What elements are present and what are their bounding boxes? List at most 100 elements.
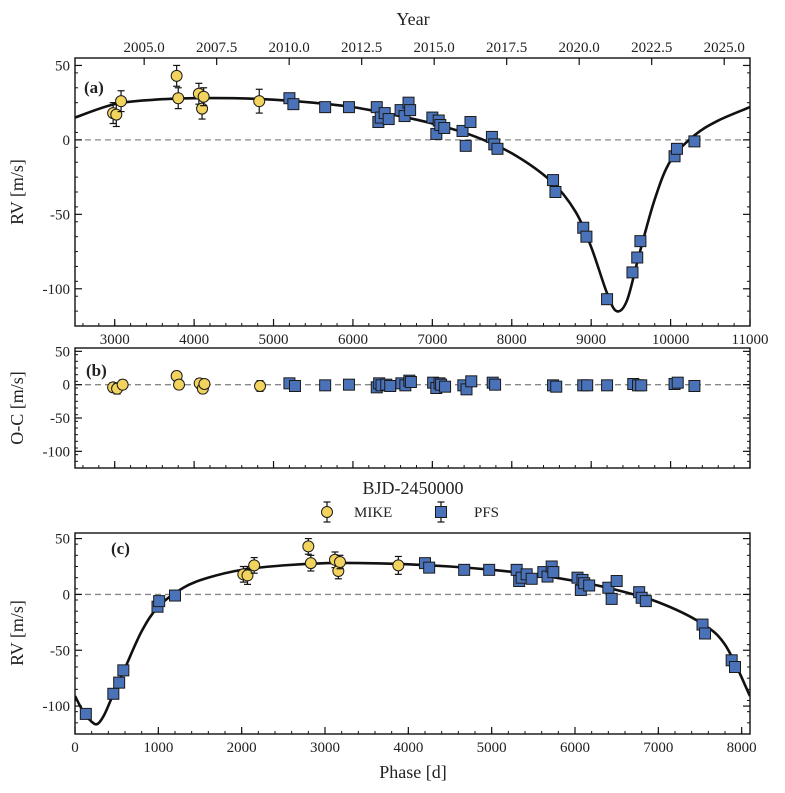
pfs-point	[319, 101, 332, 114]
mike-point	[110, 108, 123, 121]
panel-c-ylabel: RV [m/s]	[7, 600, 27, 666]
pc-x-tick-label: 6000	[560, 740, 590, 756]
panel-b-ylabel: O-C [m/s]	[7, 371, 27, 445]
panel-c-xlabel: Phase [d]	[379, 762, 446, 782]
pc-x-tick-label: 3000	[310, 740, 340, 756]
pa-y-tick-label: 50	[55, 58, 70, 74]
legend: MIKE PFS	[321, 501, 499, 523]
pc-y-tick-label: 0	[63, 587, 71, 603]
pfs-point	[287, 98, 300, 111]
pb-y-tick-label: 50	[55, 344, 70, 360]
pfs-point	[342, 101, 355, 114]
mike-point	[197, 90, 210, 103]
mike-point	[248, 559, 261, 572]
pa-model-curve	[75, 96, 750, 313]
pa-x-tick-label: 6000	[338, 332, 368, 348]
pfs-point	[525, 572, 538, 585]
mike-point	[241, 569, 254, 582]
pfs-point	[583, 579, 596, 592]
pa-x-tick-label: 5000	[259, 332, 289, 348]
pfs-point	[631, 251, 644, 264]
mike-point	[116, 378, 129, 391]
pfs-point	[601, 379, 614, 392]
pa-x-tick-label: 7000	[417, 332, 447, 348]
pa-x-tick-label: 9000	[576, 332, 606, 348]
mike-point	[304, 557, 317, 570]
pfs-point	[635, 379, 648, 392]
pfs-point	[688, 135, 701, 148]
pc-x-tick-label: 4000	[393, 740, 423, 756]
pfs-point	[342, 378, 355, 391]
pa-x-tick-label: 8000	[497, 332, 527, 348]
panel-b-tag: (b)	[86, 361, 107, 380]
panel-b: 50 0 -50 -100 (b) O-C [m/s] BJD-2450000	[7, 344, 751, 498]
pc-y-tick-label: -100	[43, 699, 71, 715]
panel-a: 50 0 -50 -100 3000 4000 5000 6000 7000 8000 9000 10…	[7, 9, 768, 348]
pc-model-curve	[75, 561, 750, 726]
pfs-point	[404, 104, 417, 117]
pfs-point	[113, 676, 126, 689]
mike-point	[170, 69, 183, 82]
pfs-point	[491, 142, 504, 155]
mike-point	[254, 380, 267, 392]
top-year-label: 2020.0	[559, 40, 600, 56]
mike-point	[196, 102, 209, 115]
pb-y-tick-label: -100	[43, 444, 71, 460]
pfs-point	[464, 116, 477, 129]
pfs-point	[382, 113, 395, 126]
mike-point	[115, 95, 128, 108]
legend-mike-label: MIKE	[354, 505, 392, 521]
legend-pfs-marker	[435, 501, 447, 523]
panel-a-ylabel: RV [m/s]	[7, 159, 27, 225]
mike-point	[173, 378, 186, 391]
pb-y-tick-label: -50	[50, 411, 70, 427]
pfs-point	[456, 124, 469, 137]
pfs-point	[550, 380, 563, 393]
pfs-point	[581, 379, 594, 392]
pfs-point	[671, 376, 684, 389]
pc-y-tick-label: -50	[50, 643, 70, 659]
legend-mike-marker	[321, 501, 333, 523]
mike-point	[172, 92, 185, 105]
pfs-point	[169, 589, 181, 602]
pb-y-tick-label: 0	[63, 378, 71, 394]
pfs-point	[288, 380, 301, 392]
pfs-point	[610, 575, 623, 588]
pfs-point	[483, 563, 496, 576]
pa-x-tick-label: 11000	[732, 332, 769, 348]
top-year-label: 2005.0	[124, 40, 165, 56]
pfs-point	[465, 375, 478, 388]
pfs-point	[319, 379, 332, 392]
pa-y-tick-label: 0	[63, 133, 71, 149]
panel-b-xlabel: BJD-2450000	[362, 478, 463, 498]
pfs-point	[547, 174, 560, 187]
pfs-point	[404, 376, 417, 388]
pfs-point	[438, 121, 451, 134]
top-year-label: 2022.5	[631, 40, 672, 56]
pfs-point	[117, 664, 130, 677]
mike-point	[198, 378, 211, 390]
pc-x-tick-label: 2000	[227, 740, 257, 756]
pfs-point	[688, 380, 701, 392]
panel-b-frame	[74, 347, 751, 469]
top-year-label: 2017.5	[486, 40, 527, 56]
mike-point	[392, 559, 405, 572]
pfs-point	[634, 235, 647, 248]
pc-x-tick-label: 5000	[477, 740, 507, 756]
pfs-point	[547, 566, 560, 579]
legend-pfs-label: PFS	[474, 505, 499, 521]
top-year-label: 2007.5	[196, 40, 237, 56]
mike-point	[253, 95, 266, 108]
pa-x-tick-label: 4000	[179, 332, 209, 348]
pa-y-tick-label: -100	[43, 282, 71, 298]
pfs-point	[153, 595, 166, 608]
pfs-point	[489, 378, 502, 391]
top-year-label: 2025.0	[704, 40, 745, 56]
pfs-point	[699, 627, 711, 640]
pa-x-tick-label: 3000	[100, 332, 130, 348]
pfs-point	[729, 661, 741, 673]
panel-c: 50 0 -50 -100 0 1000 2000 3000 4000 5000 6000 7000 8…	[7, 532, 757, 782]
mike-point	[334, 556, 346, 569]
top-year-label: 2012.5	[341, 40, 382, 56]
